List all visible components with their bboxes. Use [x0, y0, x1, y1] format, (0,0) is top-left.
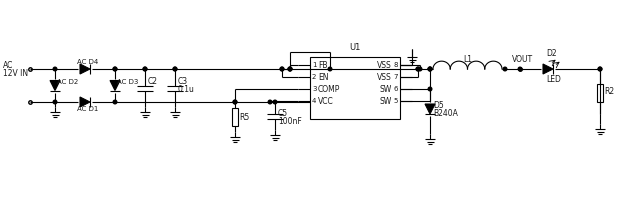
Text: VOUT: VOUT — [512, 56, 533, 64]
Circle shape — [233, 100, 237, 104]
Text: SW: SW — [379, 97, 392, 105]
Circle shape — [428, 67, 432, 71]
Text: D2: D2 — [546, 49, 557, 59]
Text: VSS: VSS — [377, 61, 392, 69]
Circle shape — [288, 67, 292, 71]
Polygon shape — [80, 64, 90, 74]
Text: 12V IN: 12V IN — [3, 69, 28, 77]
Circle shape — [233, 100, 237, 104]
Text: AC D2: AC D2 — [57, 79, 78, 84]
Polygon shape — [110, 81, 120, 90]
Text: COMP: COMP — [318, 84, 341, 94]
Polygon shape — [50, 81, 60, 90]
Text: AC D3: AC D3 — [117, 79, 138, 84]
Text: 2: 2 — [312, 74, 316, 80]
Circle shape — [173, 67, 177, 71]
Circle shape — [273, 100, 277, 104]
Text: AC: AC — [3, 61, 14, 69]
Circle shape — [428, 67, 432, 71]
Text: R5: R5 — [239, 112, 249, 122]
Circle shape — [519, 67, 522, 71]
Circle shape — [268, 100, 272, 104]
Circle shape — [143, 67, 147, 71]
Circle shape — [418, 67, 422, 71]
Polygon shape — [80, 97, 90, 107]
Text: EN: EN — [318, 72, 329, 82]
Text: 8: 8 — [394, 62, 398, 68]
Circle shape — [173, 67, 177, 71]
Circle shape — [428, 67, 432, 71]
Circle shape — [428, 87, 432, 91]
Text: SW: SW — [379, 84, 392, 94]
Circle shape — [416, 67, 420, 71]
Circle shape — [113, 100, 117, 104]
Circle shape — [416, 67, 420, 71]
Circle shape — [53, 100, 57, 104]
Circle shape — [143, 67, 147, 71]
Circle shape — [280, 67, 284, 71]
Text: 100nF: 100nF — [278, 117, 302, 127]
Polygon shape — [425, 104, 435, 114]
Text: U1: U1 — [349, 43, 361, 51]
Text: FB: FB — [318, 61, 328, 69]
Circle shape — [288, 67, 292, 71]
Text: B240A: B240A — [433, 110, 458, 118]
Text: 5: 5 — [394, 98, 398, 104]
Circle shape — [113, 67, 117, 71]
Text: LED: LED — [546, 76, 561, 84]
Text: AC D4: AC D4 — [77, 59, 98, 65]
Circle shape — [53, 67, 57, 71]
Text: 6: 6 — [394, 86, 398, 92]
Circle shape — [280, 67, 284, 71]
Circle shape — [328, 67, 332, 71]
Circle shape — [598, 67, 602, 71]
Bar — [232, 108, 238, 126]
Text: 0.1u: 0.1u — [178, 84, 195, 94]
Text: AC D1: AC D1 — [77, 106, 98, 112]
Text: 3: 3 — [312, 86, 316, 92]
Circle shape — [113, 67, 117, 71]
Circle shape — [503, 67, 507, 71]
Text: C3: C3 — [178, 77, 188, 85]
Text: 7: 7 — [394, 74, 398, 80]
Text: VSS: VSS — [377, 72, 392, 82]
Bar — [310, 57, 400, 119]
Text: C5: C5 — [278, 110, 288, 118]
Bar — [597, 84, 603, 102]
Text: C2: C2 — [148, 77, 158, 85]
Text: 1: 1 — [312, 62, 316, 68]
Circle shape — [288, 67, 292, 71]
Text: VCC: VCC — [318, 97, 334, 105]
Text: L1: L1 — [463, 56, 472, 64]
Text: 4: 4 — [312, 98, 316, 104]
Text: D5: D5 — [433, 102, 444, 110]
Polygon shape — [543, 64, 553, 74]
Circle shape — [598, 67, 602, 71]
Text: R2: R2 — [604, 87, 614, 96]
